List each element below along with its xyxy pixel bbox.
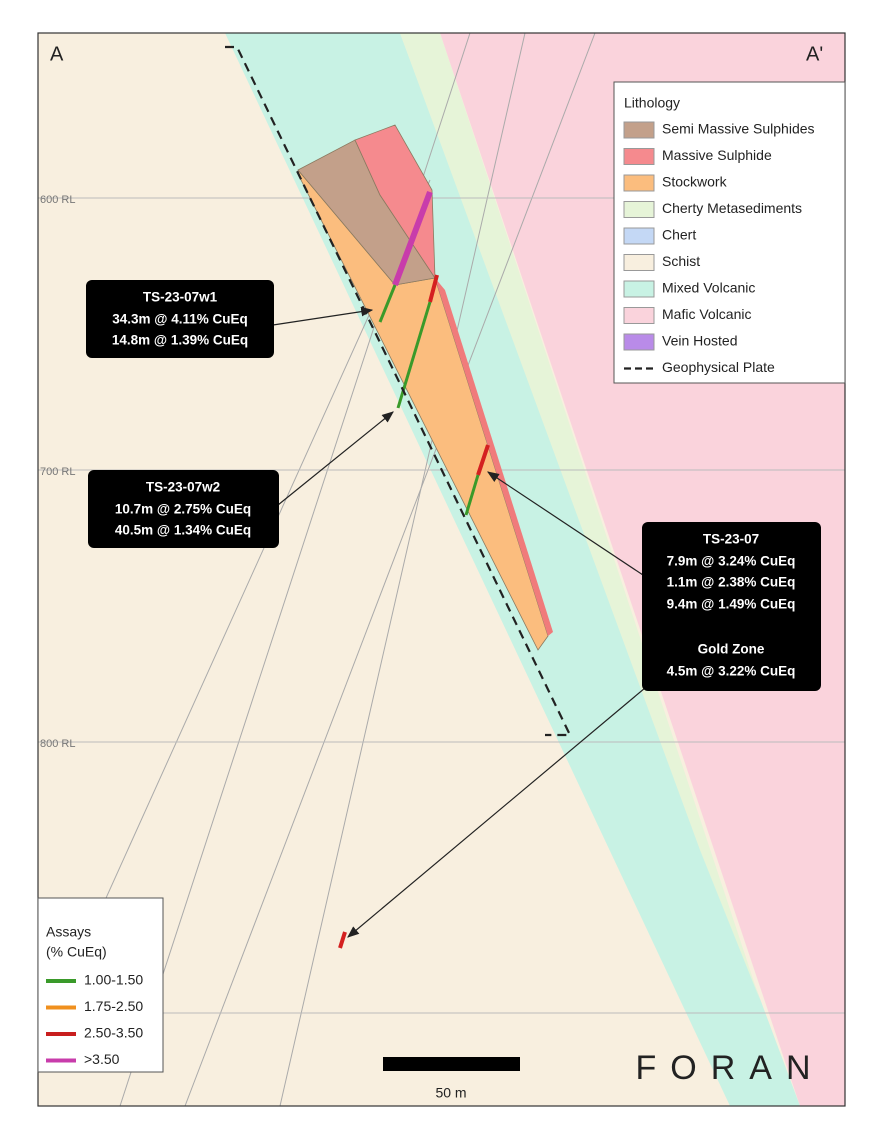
geophysical-plate — [225, 45, 572, 737]
assays-legend: Assays (% CuEq) 1.00-1.50 1.75-2.50 2.50-3… — [37, 897, 164, 1073]
legend-label: >3.50 — [84, 1051, 120, 1067]
elevation-label: 700 RL — [40, 466, 75, 478]
legend-swatch — [623, 280, 655, 298]
callout-line: 34.3m @ 4.11% CuEq — [112, 312, 247, 327]
callout-hole: TS-23-07w2 — [146, 480, 220, 495]
legend-label: 1.75-2.50 — [84, 998, 143, 1014]
callout-zone: Gold Zone — [698, 642, 765, 657]
legend-label: Cherty Metasediments — [662, 200, 802, 216]
callout: TS-23-07w1 34.3m @ 4.11% CuEq 14.8m @ 1.… — [86, 280, 374, 358]
callout-hole: TS-23-07w1 — [143, 290, 218, 305]
callout-line: 14.8m @ 1.39% CuEq — [112, 333, 248, 348]
legend-label: Stockwork — [662, 174, 728, 190]
section-start: A — [50, 43, 64, 65]
callout-box — [88, 470, 279, 548]
assay-interval — [392, 190, 433, 287]
legend-title: (% CuEq) — [46, 944, 107, 960]
callout-box — [642, 522, 821, 691]
legend-swatch — [623, 333, 655, 351]
callout-line: 4.5m @ 3.22% CuEq — [667, 664, 796, 679]
legend-box — [37, 897, 164, 1073]
callout-line: 9.4m @ 1.49% CuEq — [667, 597, 796, 612]
callout-hole: TS-23-07 — [703, 532, 759, 547]
legend-swatch — [623, 148, 655, 165]
logo: FORAN — [636, 1049, 825, 1087]
assay-interval — [428, 274, 439, 303]
assay-interval — [378, 284, 397, 323]
assay-interval — [476, 444, 490, 476]
legend-swatch — [623, 227, 655, 245]
legend-label: 1.00-1.50 — [84, 972, 143, 988]
legend-swatch — [623, 174, 655, 192]
legend-swatch — [623, 307, 655, 324]
legend-swatch — [623, 254, 655, 271]
legend-title: Lithology — [624, 95, 680, 111]
callout: TS-23-07w2 10.7m @ 2.75% CuEq 40.5m @ 1.… — [88, 411, 394, 548]
elevation-label: 600 RL — [40, 194, 75, 206]
elevation-label: 800 RL — [40, 738, 75, 750]
legend-swatch — [623, 201, 655, 218]
legend-label: Massive Sulphide — [662, 147, 772, 163]
lithology-legend: Lithology Semi Massive Sulphides Massive … — [613, 81, 846, 384]
legend-label: 2.50-3.50 — [84, 1025, 143, 1041]
callout-line: 10.7m @ 2.75% CuEq — [115, 502, 251, 517]
legend-swatch — [623, 121, 655, 139]
callout: TS-23-07 7.9m @ 3.24% CuEq 1.1m @ 2.38% … — [347, 471, 821, 938]
callout-box — [86, 280, 274, 358]
legend-label: Chert — [662, 227, 696, 243]
frame — [37, 32, 846, 1107]
legend-label: Vein Hosted — [662, 333, 738, 349]
cherty-metasediments — [400, 33, 760, 1000]
legend-label: Semi Massive Sulphides — [662, 121, 815, 137]
section-end: A' — [806, 43, 823, 65]
callout-line: 7.9m @ 3.24% CuEq — [667, 554, 796, 569]
assay-interval — [338, 931, 347, 949]
legend-title: Assays — [46, 924, 91, 940]
legend-label: Mixed Volcanic — [662, 280, 755, 296]
legend-label: Mafic Volcanic — [662, 306, 751, 322]
legend-label: Schist — [662, 253, 700, 269]
assay-interval — [464, 474, 480, 516]
scale-label: 50 m — [435, 1085, 466, 1101]
callout-line: 40.5m @ 1.34% CuEq — [115, 523, 251, 538]
legend-label: Geophysical Plate — [662, 359, 775, 375]
massive-sulphide-lens — [435, 278, 553, 636]
callout-line: 1.1m @ 2.38% CuEq — [667, 575, 796, 590]
scale-bar — [383, 1057, 520, 1071]
